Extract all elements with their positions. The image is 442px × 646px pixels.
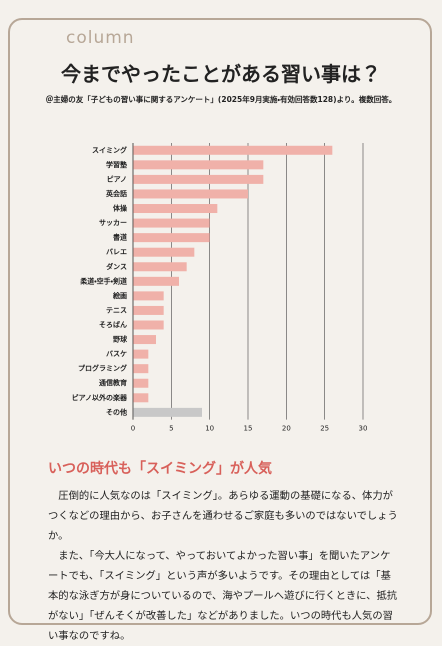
x-tick-label: 10 [205,425,214,433]
x-tick-label: 15 [244,425,253,433]
bar [133,160,264,170]
bar [133,393,149,403]
y-tick-label: その他 [106,407,127,416]
x-tick-label: 20 [282,425,291,433]
bar [133,291,164,301]
bar [133,320,164,330]
bar [133,364,149,374]
bar [133,349,149,359]
bar [133,145,333,155]
y-tick-label: 英会話 [105,189,127,198]
bar [133,335,156,345]
chart-title: 今までやったことがある習い事は？ [61,62,381,86]
x-tick-label: 0 [131,425,135,433]
bar [133,305,164,315]
bar [133,189,248,199]
y-tick-label: 柔道・空手・剣道 [80,276,127,285]
chart: 0 5 10 15 20 25 30 スイミング学習塾ピアノ英会話体操サッカー書道バレエダンス… [72,143,368,433]
x-tick-label: 5 [169,425,173,433]
y-tick-label: 書道 [113,233,127,242]
y-tick-label: プログラミング [78,364,127,373]
bar [133,204,218,214]
bar [133,233,210,243]
frame: column [8,18,432,625]
chart-subtitle: ＠主婦の友「子どもの習い事に関するアンケート」(2025年9月実施・有効回答数1… [45,95,397,104]
bar [133,378,149,388]
y-tick-label: そろばん [99,320,127,329]
y-tick-label: 体操 [113,204,128,213]
y-tick-label: バスケ [106,350,127,358]
y-tick-label: サッカー [99,219,127,227]
x-tick-label: 30 [359,425,368,433]
y-tick-label: ダンス [106,262,127,271]
bar [133,218,210,228]
bar [133,247,195,257]
bar [133,407,202,417]
paragraph: また、「今大人になって、やっておいてよかった習い事」を聞いたアンケートでも、「ス… [48,550,398,642]
article-heading: いつの時代も「スイミング」が人気 [48,461,272,477]
bar [133,276,179,286]
bar [133,262,187,272]
y-tick-label: 学習塾 [106,160,127,169]
y-tick-label: 絵画 [112,291,127,300]
y-tick-label: 通信教育 [99,378,127,387]
column-label: column [56,27,145,49]
y-tick-label: テニス [106,306,127,314]
y-tick-label: 野球 [113,335,128,344]
y-tick-label: スイミング [92,145,127,154]
x-tick-label: 25 [320,425,329,433]
paragraph: 圧倒的に人気なのは「スイミング」。あらゆる運動の基礎になる、体力がつくなどの理由… [48,490,398,542]
y-tick-label: ピアノ [107,174,127,183]
y-tick-label: ピアノ以外の楽器 [72,393,128,402]
bar [133,174,264,184]
article-body: 圧倒的に人気なのは「スイミング」。あらゆる運動の基礎になる、体力がつくなどの理由… [48,486,398,646]
y-tick-label: バレエ [106,248,127,256]
